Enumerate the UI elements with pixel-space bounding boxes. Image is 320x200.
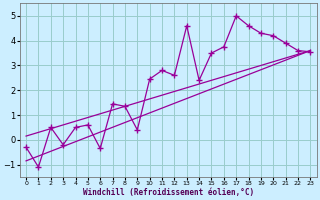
X-axis label: Windchill (Refroidissement éolien,°C): Windchill (Refroidissement éolien,°C): [83, 188, 254, 197]
